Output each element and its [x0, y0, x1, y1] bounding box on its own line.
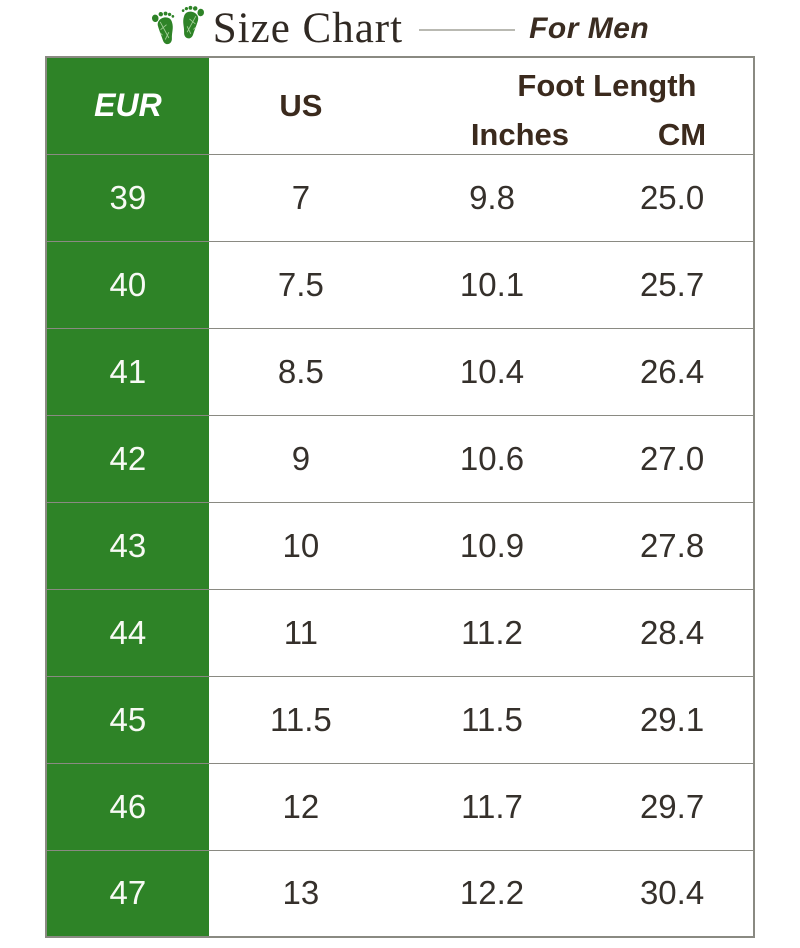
table-row: 47 13 12.2 30.4	[46, 849, 754, 937]
cell-cm: 29.7	[591, 762, 754, 850]
cell-eur: 42	[46, 414, 209, 502]
cell-us: 11	[208, 588, 393, 676]
cell-inches: 9.8	[392, 153, 592, 241]
column-header-cm: CM	[657, 117, 707, 153]
cell-inches: 10.4	[392, 327, 592, 415]
table-row: 41 8.5 10.4 26.4	[46, 327, 754, 415]
cell-inches: 10.1	[392, 240, 592, 328]
cell-eur: 40	[46, 240, 209, 328]
cell-cm: 27.0	[591, 414, 754, 502]
cell-us: 7.5	[208, 240, 393, 328]
cell-us: 8.5	[208, 327, 393, 415]
table-row: 44 11 11.2 28.4	[46, 588, 754, 676]
table-row: 42 9 10.6 27.0	[46, 414, 754, 502]
cell-us: 11.5	[208, 675, 393, 763]
table-row: 45 11.5 11.5 29.1	[46, 675, 754, 763]
cell-us: 9	[208, 414, 393, 502]
cell-eur: 46	[46, 762, 209, 850]
cell-inches: 10.6	[392, 414, 592, 502]
footprints-icon	[151, 5, 204, 45]
cell-cm: 25.0	[591, 153, 754, 241]
cell-inches: 12.2	[392, 849, 592, 937]
column-header-foot-length: Foot Length Inches CM	[393, 57, 754, 154]
cell-eur: 41	[46, 327, 209, 415]
cell-cm: 26.4	[591, 327, 754, 415]
cell-inches: 11.7	[392, 762, 592, 850]
cell-eur: 44	[46, 588, 209, 676]
table-row: 46 12 11.7 29.7	[46, 762, 754, 850]
cell-eur: 39	[46, 153, 209, 241]
cell-inches: 11.5	[392, 675, 592, 763]
column-header-inches: Inches	[470, 117, 570, 153]
title-bar: Size Chart For Men	[0, 0, 800, 56]
cell-eur: 43	[46, 501, 209, 589]
foot-length-group-label: Foot Length	[517, 68, 697, 104]
table-row: 39 7 9.8 25.0	[46, 153, 754, 241]
cell-inches: 10.9	[392, 501, 592, 589]
cell-us: 7	[208, 153, 393, 241]
page-title: Size Chart	[212, 4, 404, 52]
size-chart-table: EUR US Foot Length Inches CM 39 7 9.8 25…	[45, 56, 755, 938]
column-header-eur: EUR	[46, 57, 209, 154]
cell-us: 10	[208, 501, 393, 589]
cell-cm: 30.4	[591, 849, 754, 937]
table-row: 40 7.5 10.1 25.7	[46, 240, 754, 328]
size-table-header: EUR US Foot Length Inches CM	[46, 57, 754, 154]
cell-eur: 47	[46, 849, 209, 937]
page-subtitle: For Men	[529, 12, 650, 45]
column-header-us: US	[279, 87, 323, 123]
cell-cm: 28.4	[591, 588, 754, 676]
table-row: 43 10 10.9 27.8	[46, 501, 754, 589]
cell-us: 13	[208, 849, 393, 937]
size-table-body: 39 7 9.8 25.0 40 7.5 10.1 25.7 41 8.5 10…	[46, 153, 754, 937]
cell-cm: 25.7	[591, 240, 754, 328]
cell-eur: 45	[46, 675, 209, 763]
cell-us: 12	[208, 762, 393, 850]
cell-cm: 29.1	[591, 675, 754, 763]
title-divider	[419, 29, 516, 31]
cell-cm: 27.8	[591, 501, 754, 589]
cell-inches: 11.2	[392, 588, 592, 676]
